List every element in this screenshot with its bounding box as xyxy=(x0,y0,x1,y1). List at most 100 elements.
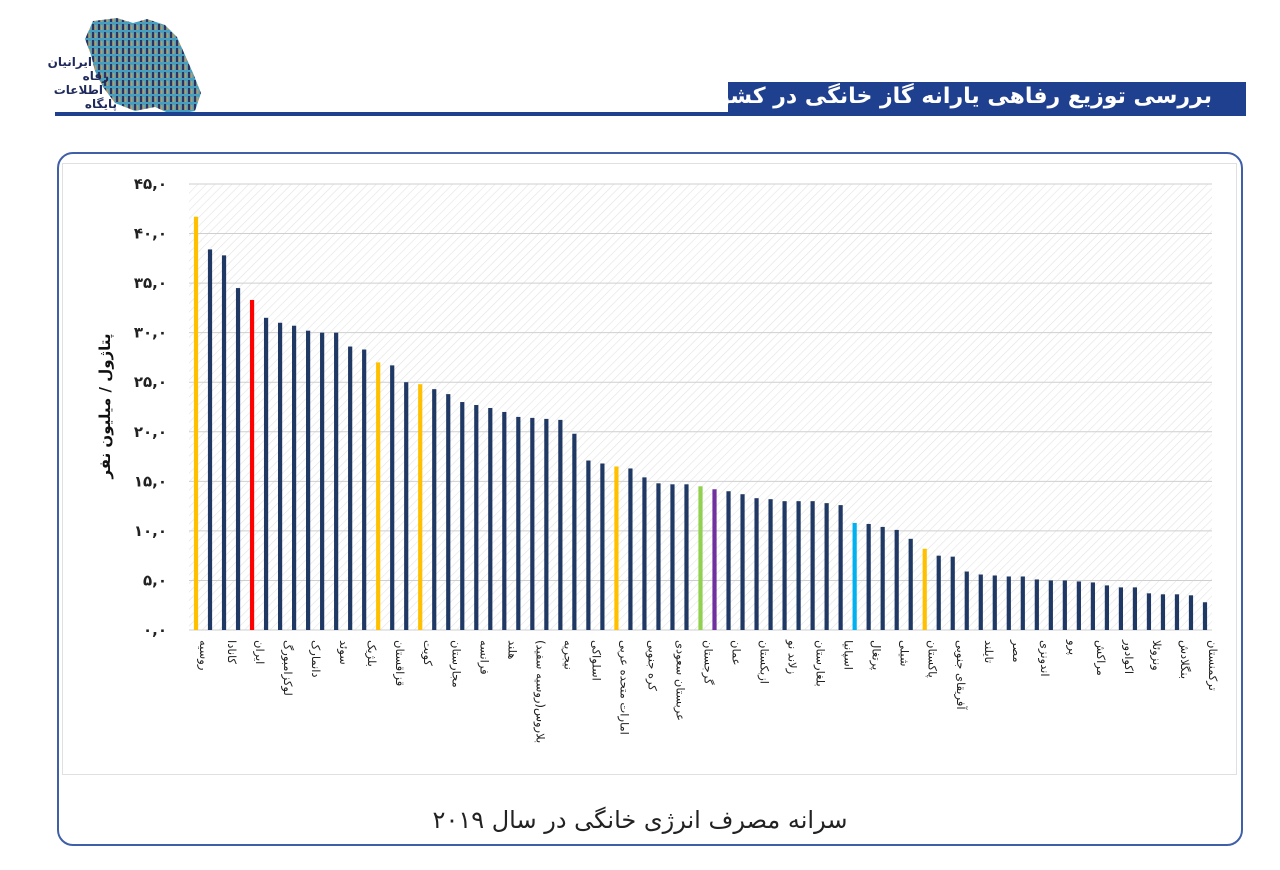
bar xyxy=(1062,580,1067,630)
bar xyxy=(334,332,339,630)
bar xyxy=(207,249,213,630)
bar xyxy=(656,483,661,630)
x-tick-label: آفریقای جنوبی xyxy=(953,640,968,710)
bar xyxy=(698,486,703,630)
y-tick-label: ۳۵,۰ xyxy=(134,274,167,292)
x-tick-label: اکوادور xyxy=(1121,639,1136,674)
bar xyxy=(1048,580,1053,630)
x-tick-label: پرتغال xyxy=(869,640,884,670)
bar xyxy=(866,523,871,630)
bar xyxy=(768,499,773,630)
bar xyxy=(544,418,549,630)
y-tick-label: ۳۰,۰ xyxy=(134,324,167,342)
header-rule xyxy=(55,112,1245,116)
bar xyxy=(600,463,605,630)
chart-area-border xyxy=(62,163,1237,775)
bar xyxy=(474,405,479,630)
bar xyxy=(1174,594,1180,630)
bar xyxy=(628,468,633,630)
bar xyxy=(1188,595,1194,630)
bar xyxy=(586,460,591,630)
logo: ایرانیان رفاه اطلاعات پایگاه xyxy=(48,15,205,120)
bar xyxy=(306,330,311,630)
x-tick-label: قزاقستان xyxy=(392,640,407,686)
bar xyxy=(964,571,969,630)
y-tick-label: ۱۵,۰ xyxy=(134,472,167,490)
x-tick-label: مجارستان xyxy=(448,640,463,688)
bar xyxy=(992,575,997,630)
x-tick-label: ترکمنستان xyxy=(1205,640,1220,691)
chart-frame xyxy=(57,152,1243,846)
bar xyxy=(558,419,563,630)
bar xyxy=(1090,582,1095,630)
x-tick-label: پاکستان xyxy=(926,640,940,678)
x-tick-label: مصر xyxy=(1009,639,1024,662)
bar xyxy=(614,466,619,630)
iran-map-logo-icon xyxy=(85,18,201,115)
bar xyxy=(1104,585,1109,630)
bar xyxy=(572,433,577,630)
y-tick-label: ۲۰,۰ xyxy=(134,423,167,441)
bar xyxy=(277,322,283,630)
logo-line-1: ایرانیان xyxy=(47,55,92,69)
bar xyxy=(1118,587,1124,630)
bar xyxy=(880,526,885,630)
bar xyxy=(754,498,759,630)
bar xyxy=(1006,576,1011,630)
bar xyxy=(894,529,899,630)
page-title: بررسی توزیع رفاهی یارانه گاز خانگی در کش… xyxy=(703,84,1212,109)
bar xyxy=(908,538,913,630)
bar xyxy=(782,501,787,630)
y-axis-label: پتاژول / میلیون نفر xyxy=(96,333,115,479)
y-tick-label: ۵,۰ xyxy=(143,571,167,589)
x-tick-label: امارات متحده عربی xyxy=(616,640,631,735)
x-tick-label: مراکش xyxy=(1093,640,1108,676)
bar xyxy=(292,325,297,630)
bar xyxy=(249,299,255,630)
bar xyxy=(404,382,409,630)
bar xyxy=(950,556,955,630)
bar xyxy=(1160,594,1166,630)
x-tick-label: عربستان سعودی xyxy=(672,640,687,721)
y-tick-label: ۲۵,۰ xyxy=(134,373,167,391)
x-tick-label: فرانسه xyxy=(476,640,491,675)
bar xyxy=(263,317,269,630)
bar xyxy=(348,346,353,630)
y-tick-label: ۰,۰ xyxy=(143,621,167,639)
bar xyxy=(922,548,927,630)
x-tick-label: کویت xyxy=(420,640,435,666)
bar xyxy=(460,402,465,630)
bar xyxy=(670,484,675,630)
bar xyxy=(978,574,983,630)
bar xyxy=(684,484,689,630)
bar xyxy=(1146,593,1152,630)
bar xyxy=(712,489,717,630)
bar xyxy=(642,477,647,630)
logo-line-4: پایگاه xyxy=(84,97,117,111)
bar xyxy=(193,216,199,630)
x-tick-label: دانمارک xyxy=(308,640,323,678)
bar xyxy=(418,384,423,630)
x-tick-label: ازبکستان xyxy=(757,640,772,684)
x-tick-label: سوئد xyxy=(336,640,351,665)
bar xyxy=(1076,581,1081,630)
bar xyxy=(1202,602,1208,630)
x-tick-label: بنگلادش xyxy=(1177,640,1192,679)
x-tick-label: روسیه xyxy=(196,640,211,670)
y-tick-label: ۱۰,۰ xyxy=(134,522,167,540)
chart-caption: سرانه مصرف انرژی خانگی در سال ۲۰۱۹ xyxy=(432,806,848,834)
bar xyxy=(1034,579,1039,630)
x-tick-label: تایلند xyxy=(982,640,996,663)
x-tick-label: نیجریه xyxy=(560,640,575,670)
bar xyxy=(838,505,843,630)
x-tick-label: اسپانیا xyxy=(842,640,856,670)
bar xyxy=(221,255,227,631)
x-tick-label: زلاند نو xyxy=(785,639,800,674)
bar xyxy=(502,411,507,630)
x-tick-label: عمان xyxy=(730,640,744,665)
bar xyxy=(824,503,829,630)
x-tick-label: ونزوئلا xyxy=(1149,640,1164,671)
bar xyxy=(362,349,367,630)
x-tick-label: گرجستان xyxy=(701,640,716,685)
